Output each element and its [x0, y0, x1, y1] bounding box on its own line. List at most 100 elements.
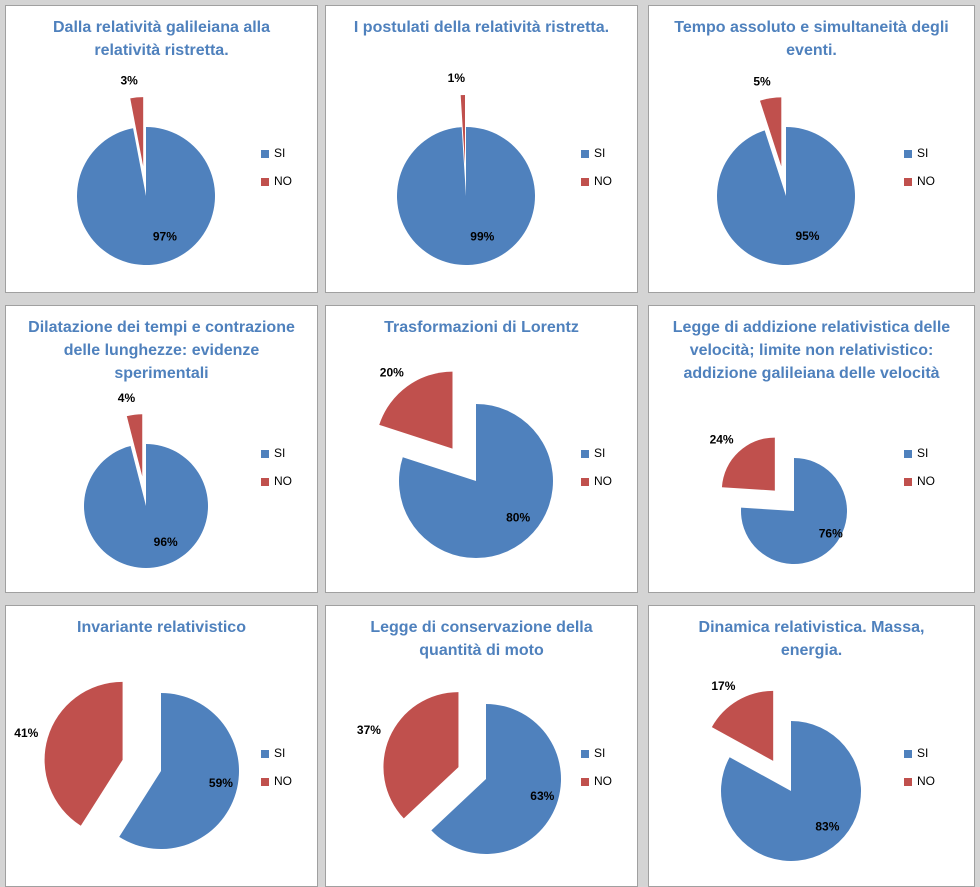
pie-slice — [119, 693, 240, 849]
chart: 76% 24% SI NO — [710, 432, 935, 564]
data-label: 3% — [121, 74, 139, 88]
chart-panel: I postulati della relatività ristretta. 9… — [325, 5, 638, 293]
legend-label: NO — [594, 474, 612, 488]
legend-swatch — [261, 178, 269, 186]
legend-label: SI — [917, 146, 928, 160]
legend-swatch — [904, 178, 912, 186]
chart: 96% 4% SI NO — [83, 391, 292, 568]
legend-label: NO — [274, 174, 292, 188]
chart-title: Dinamica relativistica. Massa, energia. — [698, 619, 925, 659]
pie-slice — [721, 437, 775, 491]
legend-label: NO — [917, 174, 935, 188]
data-label: 1% — [448, 71, 466, 85]
data-label: 76% — [819, 526, 843, 540]
legend-swatch — [581, 450, 589, 458]
legend-swatch — [581, 478, 589, 486]
legend-label: SI — [594, 146, 605, 160]
data-label: 96% — [154, 535, 178, 549]
chart-panel: Legge di conservazione della quantità di… — [325, 605, 638, 887]
legend-swatch — [261, 150, 269, 158]
chart: 63% 37% SI NO — [357, 692, 612, 854]
pie-slice — [711, 690, 774, 761]
pie-slice — [431, 704, 561, 854]
legend-label: NO — [274, 774, 292, 788]
chart-panel: Tempo assoluto e simultaneità degli even… — [648, 5, 975, 293]
chart: 97% 3% SI NO — [77, 74, 292, 265]
chart-title: Legge di addizione relativistica delle v… — [672, 319, 951, 382]
pie-slice — [460, 95, 465, 165]
pie-slice — [741, 458, 847, 564]
legend-label: SI — [917, 746, 928, 760]
legend-swatch — [581, 750, 589, 758]
chart-panel: Dinamica relativistica. Massa, energia. 8… — [648, 605, 975, 887]
legend-label: SI — [594, 746, 605, 760]
legend-swatch — [904, 750, 912, 758]
legend-label: NO — [594, 174, 612, 188]
chart: 59% 41% SI NO — [14, 681, 292, 849]
chart-panel: Dilatazione dei tempi e contrazione dell… — [5, 305, 318, 593]
legend-swatch — [261, 450, 269, 458]
legend-swatch — [904, 778, 912, 786]
legend-swatch — [904, 478, 912, 486]
pie-slice — [759, 97, 782, 167]
legend-swatch — [581, 178, 589, 186]
chart-title: I postulati della relatività ristretta. — [353, 19, 610, 36]
pie-slice — [397, 127, 535, 265]
pie-slice — [721, 721, 861, 861]
data-label: 59% — [209, 776, 233, 790]
chart-title: Dilatazione dei tempi e contrazione dell… — [28, 319, 295, 382]
chart-title: Tempo assoluto e simultaneità degli even… — [674, 19, 949, 59]
pie-slice — [130, 97, 144, 167]
pie-slice — [83, 444, 208, 568]
legend-swatch — [261, 750, 269, 758]
chart: 83% 17% SI NO — [711, 679, 935, 861]
data-label: 99% — [470, 230, 494, 244]
pie-slice — [44, 681, 123, 826]
chart-panel: Trasformazioni di Lorentz 80% 20% SI NO — [325, 305, 638, 593]
chart-title: Dalla relatività galileiana alla relativ… — [53, 19, 270, 59]
legend-label: SI — [274, 746, 285, 760]
legend-label: SI — [274, 146, 285, 160]
data-label: 63% — [530, 789, 554, 803]
legend-label: NO — [594, 774, 612, 788]
legend-label: SI — [274, 446, 285, 460]
pie-slice — [77, 127, 216, 265]
data-label: 20% — [380, 366, 404, 380]
chart-panel: Invariante relativistico 59% 41% SI NO — [5, 605, 318, 887]
pie-slice — [126, 414, 143, 477]
data-label: 41% — [14, 726, 38, 740]
legend-swatch — [581, 778, 589, 786]
data-label: 24% — [710, 432, 734, 446]
legend-label: NO — [917, 774, 935, 788]
pie-slice — [383, 692, 459, 819]
legend-label: NO — [917, 474, 935, 488]
legend-swatch — [261, 478, 269, 486]
chart-panel: Dalla relatività galileiana alla relativ… — [5, 5, 318, 293]
chart: 99% 1% SI NO — [397, 71, 612, 265]
chart-panel: Legge di addizione relativistica delle v… — [648, 305, 975, 593]
legend-label: SI — [917, 446, 928, 460]
data-label: 4% — [118, 391, 136, 405]
chart-title: Trasformazioni di Lorentz — [384, 319, 579, 336]
legend-label: NO — [274, 474, 292, 488]
legend-swatch — [581, 150, 589, 158]
pie-slice — [379, 371, 453, 449]
data-label: 83% — [815, 819, 839, 833]
data-label: 95% — [795, 229, 819, 243]
chart-title: Legge di conservazione della quantità di… — [370, 619, 593, 659]
pie-slice — [399, 404, 553, 558]
legend-swatch — [904, 450, 912, 458]
data-label: 80% — [506, 511, 530, 525]
legend-swatch — [904, 150, 912, 158]
chart: 80% 20% SI NO — [379, 366, 612, 558]
data-label: 17% — [711, 679, 735, 693]
chart: 95% 5% SI NO — [717, 75, 935, 266]
data-label: 37% — [357, 723, 381, 737]
legend-swatch — [261, 778, 269, 786]
data-label: 97% — [153, 229, 177, 243]
chart-title: Invariante relativistico — [77, 619, 246, 636]
legend-label: SI — [594, 446, 605, 460]
pie-slice — [717, 127, 855, 266]
data-label: 5% — [753, 75, 771, 89]
